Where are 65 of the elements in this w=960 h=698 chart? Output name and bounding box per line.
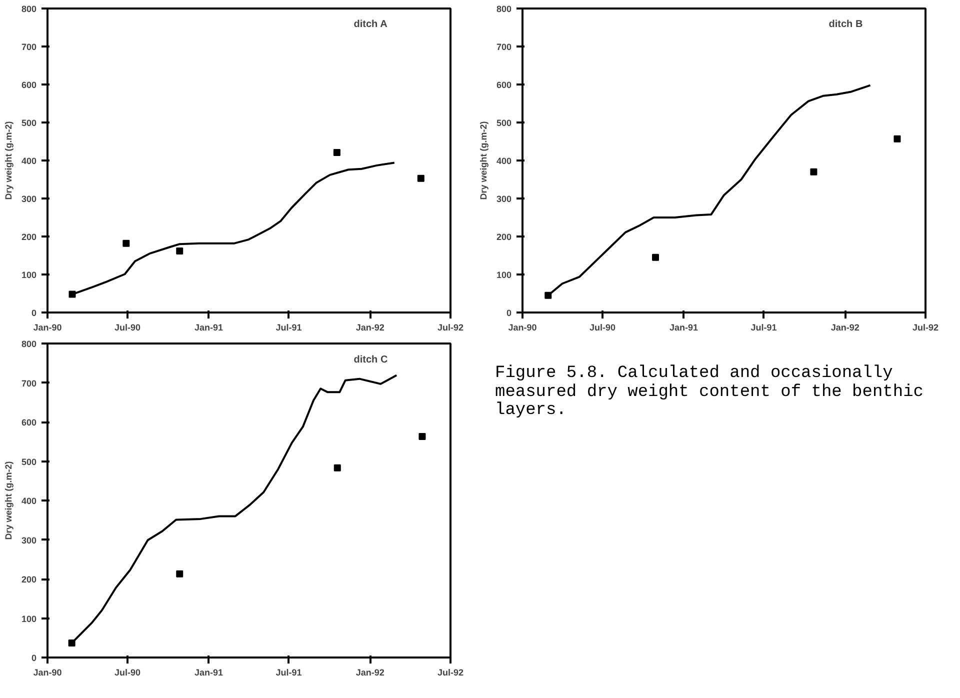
y-tick-label: 0 <box>31 308 37 318</box>
y-tick-label: 100 <box>496 270 512 280</box>
x-tick-label: Jan-90 <box>33 668 62 678</box>
x-tick-label: Jul-90 <box>114 668 140 678</box>
point <box>68 290 76 298</box>
y-axis-title: Dry weight (g.m-2) <box>3 461 14 540</box>
x-tick-label: Jul-91 <box>276 322 302 332</box>
y-tick-label: 0 <box>31 653 37 663</box>
y-tick-label: 500 <box>21 456 37 467</box>
y-tick-label: 200 <box>21 574 37 584</box>
x-tick-label: Jan-92 <box>830 322 860 332</box>
x-tick-label: Jul-90 <box>589 322 616 332</box>
text: ditch B <box>828 18 863 30</box>
y-tick-label: 300 <box>21 194 37 204</box>
x-tick-label: Jul-92 <box>437 668 464 678</box>
point <box>333 149 340 156</box>
y-tick-label: 200 <box>21 232 37 242</box>
point <box>176 570 184 578</box>
point <box>652 254 660 261</box>
point <box>176 247 184 254</box>
y-tick-label: 500 <box>496 118 512 128</box>
y-tick-label: 600 <box>496 80 512 90</box>
y-tick-label: 700 <box>21 42 37 52</box>
text: ditch A <box>354 18 388 30</box>
x-tick-label: Jan-92 <box>356 322 384 332</box>
text: ditch C <box>354 354 388 366</box>
x-tick-label: Jan-90 <box>33 322 62 332</box>
point <box>68 639 76 646</box>
y-tick-label: 500 <box>21 118 37 128</box>
point <box>418 433 426 440</box>
y-axis-title: Dry weight (g.m-2) <box>3 121 14 200</box>
y-tick-label: 800 <box>21 339 37 349</box>
y-tick-label: 100 <box>21 614 37 624</box>
y-tick-label: 600 <box>21 80 37 90</box>
point <box>417 174 424 182</box>
x-tick-label: Jan-91 <box>194 322 224 332</box>
x-tick-label: Jul-92 <box>912 322 939 332</box>
y-tick-label: 600 <box>21 418 37 428</box>
point <box>334 464 341 472</box>
point <box>810 168 818 176</box>
y-tick-label: 0 <box>506 308 512 318</box>
x-tick-label: Jul-92 <box>437 322 464 332</box>
x-tick-label: Jul-91 <box>750 322 777 332</box>
y-tick-label: 300 <box>496 194 512 204</box>
x-tick-label: Jan-91 <box>194 668 224 678</box>
point <box>122 240 130 247</box>
x-tick-label: Jan-90 <box>508 322 537 332</box>
x-tick-label: Jan-91 <box>670 322 698 332</box>
y-tick-label: 400 <box>21 496 37 506</box>
y-tick-label: 300 <box>21 535 37 546</box>
x-tick-label: Jul-91 <box>276 668 302 678</box>
y-tick-label: 200 <box>496 232 512 242</box>
y-tick-label: 400 <box>21 156 37 166</box>
y-tick-label: 400 <box>496 156 512 166</box>
caption: Figure 5.8. Calculated and occasionally measured dry weight content of the benthic layers. <box>495 364 924 422</box>
y-tick-label: 100 <box>21 270 37 280</box>
x-tick-label: Jul-90 <box>114 322 140 332</box>
y-tick-label: 700 <box>21 378 37 388</box>
x-tick-label: Jan-92 <box>356 668 384 678</box>
y-axis-title: Dry weight (g.m-2) <box>478 121 488 200</box>
point <box>894 135 901 142</box>
y-tick-label: 800 <box>21 4 37 14</box>
y-tick-label: 800 <box>496 4 512 14</box>
point <box>544 292 552 299</box>
y-tick-label: 700 <box>496 42 512 52</box>
